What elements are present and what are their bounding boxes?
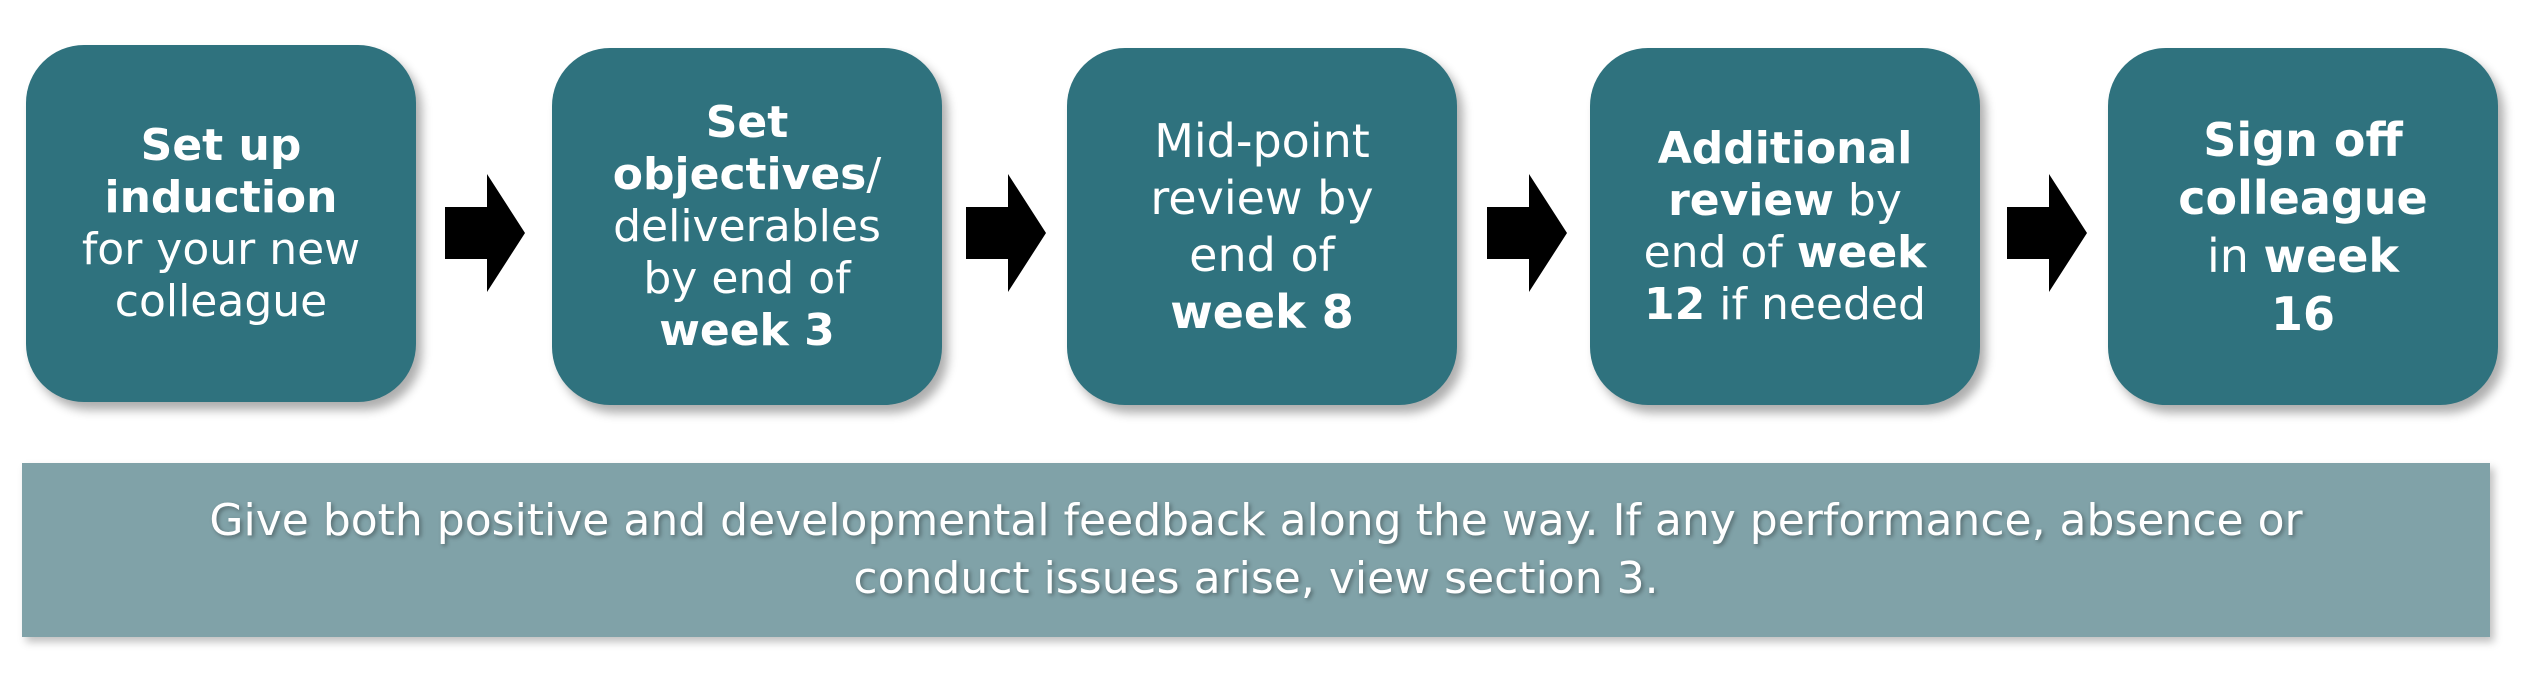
banner-line-1: Give both positive and developmental fee…: [209, 495, 2303, 546]
step-line: induction: [82, 172, 360, 224]
step-text: Set up induction for your new colleague: [82, 120, 360, 328]
step-line: end of: [1150, 227, 1373, 284]
step-line: Sign off: [2178, 111, 2428, 169]
step-text: Sign off colleague in week 16: [2178, 111, 2428, 343]
step-text-regular: for your new: [81, 223, 361, 275]
step-text-regular: end of: [1189, 227, 1335, 282]
step-text-bold: Sign off: [2203, 112, 2403, 167]
step-text-bold: week: [2263, 228, 2400, 283]
banner-text: Give both positive and developmental fee…: [209, 492, 2302, 608]
step-text-bold: 16: [2270, 286, 2335, 341]
step-text: Additional review by end of week 12 if need…: [1644, 123, 1927, 331]
step-set-objectives: Set objectives/deliverables by end of week …: [552, 48, 942, 405]
step-text-regular: deliverables: [613, 200, 881, 252]
step-line: end of week: [1644, 227, 1927, 279]
step-text-regular: in: [2206, 228, 2264, 283]
step-sign-off-colleague: Sign off colleague in week 16: [2108, 48, 2498, 405]
step-set-up-induction: Set up induction for your new colleague: [26, 45, 416, 402]
step-text-bold: week: [1796, 226, 1927, 278]
feedback-banner: Give both positive and developmental fee…: [22, 463, 2490, 637]
step-text-bold: Set up: [140, 119, 302, 171]
step-text-regular: by: [1833, 174, 1902, 226]
step-line: week 3: [613, 305, 881, 357]
step-line: review by: [1150, 170, 1373, 227]
step-text-regular: review by: [1150, 170, 1374, 225]
step-line: deliverables: [613, 201, 881, 253]
step-line: objectives/: [613, 149, 881, 201]
step-text-bold: colleague: [2178, 170, 2428, 225]
step-additional-review: Additional review by end of week 12 if need…: [1590, 48, 1980, 405]
step-line: review by: [1644, 175, 1927, 227]
right-arrow-icon: [966, 174, 1046, 292]
step-text-bold: week 8: [1170, 284, 1354, 339]
step-text-regular: if needed: [1705, 278, 1926, 330]
step-text-bold: review: [1668, 174, 1834, 226]
step-text-bold: Set: [705, 96, 789, 148]
step-mid-point-review: Mid-point review by end of week 8: [1067, 48, 1457, 405]
right-arrow-icon: [2007, 174, 2087, 292]
step-text-regular: end of: [1643, 226, 1797, 278]
step-line: Mid-point: [1150, 113, 1373, 170]
step-line: Additional: [1644, 123, 1927, 175]
step-text-bold: induction: [104, 171, 338, 223]
step-line: 16: [2178, 285, 2428, 343]
right-arrow-icon: [1487, 174, 1567, 292]
step-text: Set objectives/deliverables by end of week …: [613, 97, 881, 357]
step-text-regular: colleague: [114, 275, 328, 327]
step-line: Set up: [82, 120, 360, 172]
banner-line-2: conduct issues arise, view section 3.: [853, 553, 1659, 604]
step-line: Set: [613, 97, 881, 149]
step-line: 12 if needed: [1644, 279, 1927, 331]
step-text-regular: Mid-point: [1154, 113, 1370, 168]
step-text-bold: Additional: [1657, 122, 1913, 174]
step-text-bold: week 3: [659, 304, 835, 356]
right-arrow-icon: [445, 174, 525, 292]
step-text-bold: 12: [1644, 278, 1706, 330]
step-text-regular: by end of: [643, 252, 851, 304]
step-line: by end of: [613, 253, 881, 305]
step-line: in week: [2178, 227, 2428, 285]
step-line: for your new: [82, 224, 360, 276]
step-line: colleague: [82, 276, 360, 328]
step-text: Mid-point review by end of week 8: [1150, 113, 1373, 341]
step-line: week 8: [1150, 284, 1373, 341]
step-text-regular: /: [866, 148, 882, 200]
step-text-bold: objectives: [612, 148, 867, 200]
step-line: colleague: [2178, 169, 2428, 227]
